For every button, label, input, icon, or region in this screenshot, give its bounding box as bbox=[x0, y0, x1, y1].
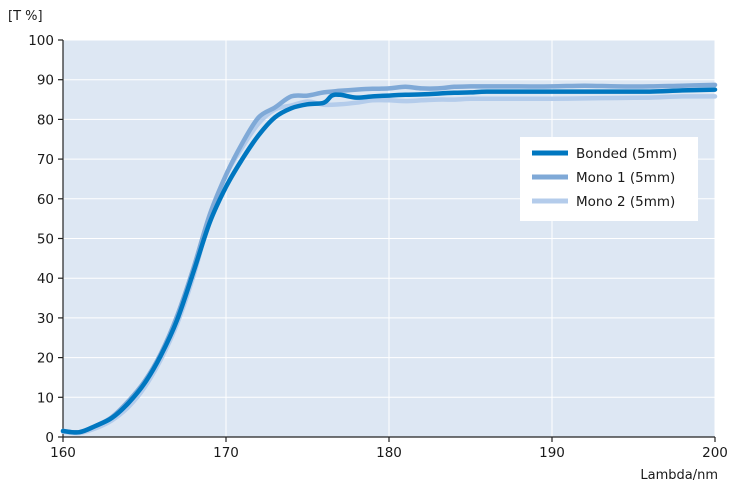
legend-label: Bonded (5mm) bbox=[576, 146, 677, 162]
y-tick-label: 40 bbox=[37, 271, 54, 287]
y-axis-label: [T %] bbox=[8, 9, 43, 24]
y-tick-label: 90 bbox=[37, 73, 54, 89]
series-lines bbox=[60, 82, 718, 436]
legend-label: Mono 1 (5mm) bbox=[576, 170, 675, 186]
y-tick-label: 60 bbox=[37, 192, 54, 208]
x-tick-label: 180 bbox=[376, 445, 402, 461]
axes bbox=[58, 39, 716, 442]
y-tick-label: 50 bbox=[37, 232, 54, 248]
y-tick-label: 10 bbox=[37, 390, 54, 406]
x-tick-label: 160 bbox=[50, 445, 76, 461]
x-axis-label: Lambda/nm bbox=[640, 468, 718, 483]
x-tick-label: 170 bbox=[213, 445, 239, 461]
y-tick-label: 30 bbox=[37, 311, 54, 327]
tick-labels: 0 10 20 30 40 50 60 70 80 90 100 160 170 180 190 200 bbox=[28, 33, 728, 461]
x-tick-label: 200 bbox=[702, 445, 728, 461]
legend-label: Mono 2 (5mm) bbox=[576, 194, 675, 210]
gridlines bbox=[63, 39, 716, 437]
y-tick-label: 20 bbox=[37, 351, 54, 367]
x-tick-label: 190 bbox=[539, 445, 565, 461]
y-tick-label: 70 bbox=[37, 152, 54, 168]
y-tick-label: 80 bbox=[37, 112, 54, 128]
series-line-0 bbox=[60, 87, 718, 435]
y-tick-label: 100 bbox=[28, 33, 54, 49]
y-tick-label: 0 bbox=[45, 430, 54, 446]
legend: Bonded (5mm) Mono 1 (5mm) Mono 2 (5mm) bbox=[520, 137, 698, 221]
